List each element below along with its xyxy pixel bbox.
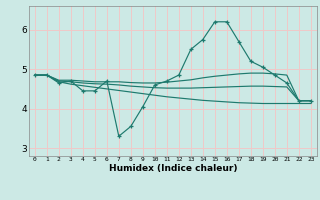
X-axis label: Humidex (Indice chaleur): Humidex (Indice chaleur) [108,164,237,173]
